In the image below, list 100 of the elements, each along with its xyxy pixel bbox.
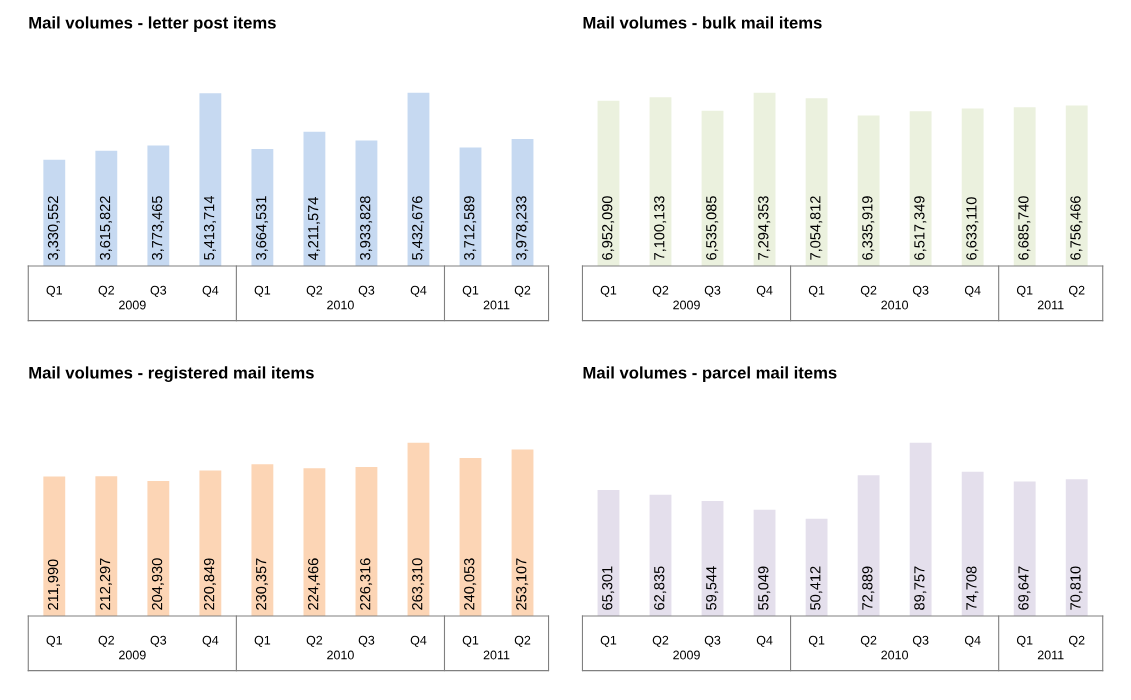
x-tick-label: Q3 [150, 285, 167, 297]
chart-title: Mail volumes - bulk mail items [583, 16, 822, 29]
data-label: 224,466 [308, 558, 321, 610]
data-label: 3,773,465 [151, 196, 164, 260]
text: 2010 [327, 300, 354, 310]
bar [199, 470, 222, 616]
text: 2010 [327, 650, 354, 660]
x-tick-label: Q2 [98, 285, 115, 297]
x-tick-label: Q3 [912, 285, 929, 297]
bar [909, 111, 932, 266]
bar [303, 131, 326, 266]
bar [43, 159, 66, 266]
data-label: 3,978,233 [516, 196, 529, 260]
bar [909, 442, 932, 616]
data-label: 69,647 [1018, 566, 1031, 610]
x-tick-label: Q4 [410, 285, 427, 297]
bar [649, 97, 672, 266]
data-label: 6,952,090 [602, 196, 615, 260]
data-label: 226,316 [360, 558, 373, 610]
bar [805, 518, 828, 616]
bar [147, 481, 170, 616]
bar [251, 149, 274, 266]
data-label: 59,544 [706, 566, 719, 610]
x-tick-label: Q4 [410, 635, 427, 647]
bar [597, 100, 620, 266]
x-tick-label: Q4 [202, 285, 219, 297]
bar [857, 475, 880, 616]
data-label: 3,712,589 [464, 196, 477, 260]
x-tick-label: Q1 [808, 285, 825, 297]
data-label: 6,633,110 [966, 197, 979, 260]
data-label: 212,297 [99, 558, 112, 610]
text: 2009 [673, 300, 700, 310]
x-tick-label: Q4 [202, 635, 219, 647]
data-label: 7,054,812 [810, 196, 823, 260]
data-label: 5,413,714 [203, 195, 216, 260]
text: 2009 [119, 650, 146, 660]
text: 2009 [119, 300, 146, 310]
x-tick-label: Q3 [358, 285, 375, 297]
bar [303, 468, 326, 616]
x-tick-label: Q2 [514, 285, 531, 297]
data-label: 5,432,676 [412, 196, 425, 260]
data-label: 4,211,574 [308, 197, 321, 261]
data-label: 70,810 [1070, 566, 1083, 610]
bar [597, 489, 620, 616]
bar [701, 501, 724, 616]
data-label: 6,685,740 [1018, 196, 1031, 260]
x-tick-label: Q1 [808, 635, 825, 647]
x-tick-label: Q3 [912, 635, 929, 647]
chart-title: Mail volumes - parcel mail items [583, 366, 837, 382]
bar [1065, 105, 1088, 266]
x-tick-label: Q1 [1016, 285, 1033, 297]
x-tick-label: Q2 [514, 635, 531, 647]
x-tick-label: Q2 [652, 285, 669, 297]
data-label: 7,294,353 [758, 196, 771, 260]
x-tick-label: Q1 [46, 285, 63, 297]
data-label: 253,107 [516, 558, 529, 610]
data-label: 6,335,919 [862, 196, 875, 260]
data-label: 65,301 [602, 566, 615, 610]
x-tick-label: Q1 [600, 635, 617, 647]
bar [649, 494, 672, 616]
chart-title: Mail volumes - registered mail items [29, 366, 314, 382]
text: 2011 [1037, 300, 1064, 310]
data-label: 62,835 [654, 566, 667, 610]
x-tick-label: Q2 [1068, 285, 1085, 297]
text: 2010 [881, 300, 909, 310]
x-tick-label: Q2 [860, 285, 877, 297]
data-label: 89,757 [914, 566, 927, 610]
bar [95, 150, 118, 266]
x-tick-label: Q2 [652, 635, 669, 647]
bar [961, 108, 984, 266]
x-tick-label: Q1 [462, 285, 479, 297]
x-tick-label: Q2 [860, 635, 877, 647]
data-label: 230,357 [255, 558, 269, 610]
x-tick-label: Q1 [254, 635, 271, 647]
data-label: 6,517,349 [914, 196, 927, 260]
data-label: 55,049 [758, 566, 771, 610]
bar [459, 457, 482, 616]
bar [147, 145, 170, 266]
x-tick-label: Q4 [756, 635, 773, 647]
x-tick-label: Q3 [358, 635, 375, 647]
x-tick-label: Q3 [704, 285, 721, 297]
x-tick-label: Q1 [462, 635, 479, 647]
bar [805, 98, 828, 266]
data-label: 72,889 [862, 566, 875, 610]
x-tick-label: Q3 [150, 635, 167, 647]
x-tick-label: Q2 [306, 285, 323, 297]
text: 2011 [483, 300, 510, 310]
bar [1013, 481, 1036, 616]
data-label: 7,100,133 [654, 196, 667, 260]
bar [1013, 107, 1036, 266]
data-label: 74,708 [966, 566, 979, 610]
bar [43, 476, 66, 616]
bar [251, 464, 274, 616]
data-label: 6,756,466 [1070, 196, 1083, 260]
x-tick-label: Q1 [254, 285, 271, 297]
data-label: 3,330,552 [47, 196, 60, 260]
bar [961, 471, 984, 616]
text: 2009 [673, 650, 700, 660]
data-label: 50,412 [810, 566, 823, 610]
x-tick-label: Q1 [46, 635, 63, 647]
